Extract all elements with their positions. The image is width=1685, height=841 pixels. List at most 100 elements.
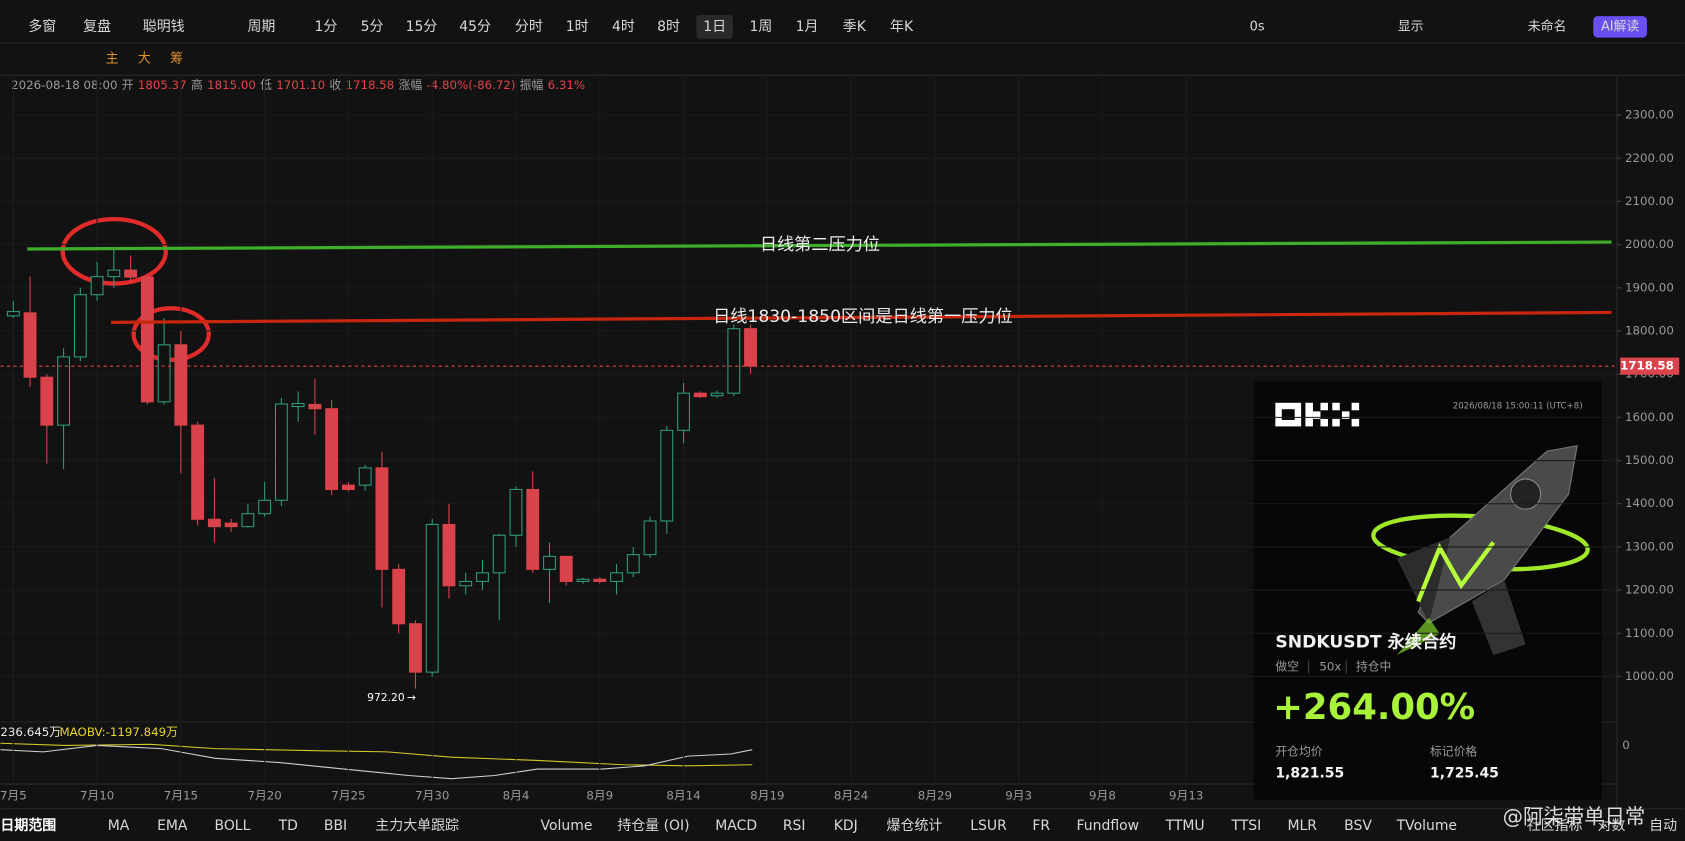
- x-tick-label: 8月4: [503, 788, 530, 802]
- candle-body: [576, 578, 590, 582]
- candle-body: [140, 276, 154, 403]
- x-tick-label: 8月9: [586, 788, 613, 802]
- tool-button[interactable]: 大: [138, 52, 151, 67]
- indicator-tab[interactable]: Volume: [541, 818, 593, 834]
- toolbar-item[interactable]: 分时: [515, 19, 543, 35]
- tool-button[interactable]: 主: [106, 52, 119, 67]
- toolbar-item[interactable]: 周期: [247, 19, 275, 35]
- y-tick-label: 1500.00: [1625, 453, 1674, 467]
- candle-body: [6, 311, 20, 317]
- indicator-tab[interactable]: MLR: [1287, 818, 1317, 834]
- x-tick-label: 8月14: [666, 788, 700, 802]
- resistance-line: [111, 310, 1612, 324]
- x-tick-label: 7月10: [80, 788, 114, 802]
- x-tick-label: 7月15: [164, 788, 198, 802]
- y-tick-label: 1800.00: [1625, 324, 1674, 338]
- toolbar-item[interactable]: 15分: [406, 19, 438, 35]
- card-pnl: +264.00%: [1273, 687, 1475, 728]
- candle-body: [710, 392, 724, 397]
- y-tick-label: 2200.00: [1625, 151, 1674, 165]
- tool-button[interactable]: 筹: [170, 51, 183, 67]
- toolbar-item[interactable]: 复盘: [83, 18, 111, 35]
- x-tick-label: 7月30: [415, 788, 449, 802]
- indicator-tab[interactable]: TD: [278, 818, 298, 834]
- indicator-tab[interactable]: KDJ: [834, 818, 858, 834]
- candle-body: [543, 555, 556, 570]
- toolbar-item[interactable]: 季K: [843, 19, 867, 35]
- toolbar-item[interactable]: 1周: [749, 19, 772, 35]
- toolbar-item[interactable]: 4时: [612, 19, 635, 35]
- candle-body: [157, 344, 171, 403]
- indicator-tab[interactable]: 持仓量 (OI): [617, 818, 689, 834]
- indicator-tab[interactable]: TTSI: [1230, 818, 1261, 834]
- toolbar-item[interactable]: 1时: [566, 19, 589, 35]
- indicator-tab[interactable]: 主力大单跟踪: [375, 818, 459, 834]
- toolbar-item[interactable]: 年K: [890, 19, 914, 35]
- toolbar-item[interactable]: 5分: [361, 19, 384, 35]
- indicator-tab[interactable]: 自动: [1649, 818, 1677, 834]
- header-amp-label: 振幅: [520, 77, 544, 91]
- header-open: 1805.37: [138, 77, 187, 91]
- x-tick-label: 7月20: [247, 788, 281, 802]
- indicator-axis-label: 0: [1622, 738, 1630, 752]
- candle-body: [677, 392, 690, 431]
- indicator-tab[interactable]: FR: [1032, 818, 1050, 834]
- resistance-line: [27, 240, 1612, 251]
- y-tick-label: 1600.00: [1625, 410, 1674, 424]
- indicator-tab[interactable]: TTMU: [1165, 818, 1205, 834]
- candle-body: [559, 555, 573, 582]
- indicator-tab[interactable]: TVolume: [1396, 818, 1457, 834]
- candle-body: [207, 518, 221, 528]
- toolbar-item[interactable]: 1日: [703, 19, 726, 35]
- candle-body: [459, 580, 473, 587]
- candle-body: [442, 523, 456, 587]
- indicator-tab[interactable]: 日期范围: [0, 817, 56, 834]
- candle-body: [375, 467, 389, 570]
- card-symbol: SNDKUSDT 永续合约: [1275, 631, 1456, 652]
- indicator-tab[interactable]: LSUR: [970, 818, 1007, 834]
- indicator-tab[interactable]: 社区指标: [1527, 818, 1583, 834]
- toolbar-item[interactable]: 显示: [1398, 19, 1424, 34]
- candle-body: [626, 554, 640, 574]
- candle-body: [409, 623, 422, 673]
- toolbar-item[interactable]: 聪明钱: [143, 19, 185, 35]
- candle-body: [593, 578, 607, 582]
- indicator-tab[interactable]: 爆仓统计: [887, 818, 943, 834]
- candle-body: [308, 403, 322, 410]
- toolbar-item[interactable]: 1分: [314, 19, 337, 35]
- header-close-label: 收: [329, 77, 341, 91]
- indicator-tab[interactable]: 对数: [1598, 818, 1626, 834]
- candle-body: [40, 376, 54, 426]
- indicator-tab[interactable]: MACD: [715, 818, 757, 834]
- icon-glyph: ›: [1601, 818, 1606, 833]
- toolbar-item[interactable]: AI解读: [1601, 19, 1639, 34]
- toolbar-item[interactable]: 多窗: [28, 18, 56, 35]
- toolbar-item[interactable]: 0s: [1250, 19, 1265, 34]
- ai-button: [1593, 16, 1647, 38]
- indicator-tab[interactable]: MA: [108, 818, 130, 834]
- indicator-tab[interactable]: RSI: [783, 818, 806, 834]
- active-period: [696, 15, 733, 39]
- candle-body: [274, 403, 288, 501]
- candle-body: [258, 499, 272, 515]
- indicator-tab[interactable]: Fundflow: [1077, 818, 1140, 834]
- indicator-tab[interactable]: EMA: [157, 818, 188, 834]
- y-tick-label: 1400.00: [1625, 496, 1674, 510]
- toolbar-item[interactable]: 1月: [796, 19, 819, 35]
- indicator-tab[interactable]: BSV: [1344, 818, 1372, 834]
- indicator-tab[interactable]: BOLL: [214, 818, 250, 834]
- toolbar-item[interactable]: 45分: [459, 19, 491, 35]
- card-mark: 1,725.45: [1430, 765, 1499, 781]
- indicator-tab[interactable]: BBI: [324, 818, 347, 834]
- y-tick-label: 1100.00: [1625, 626, 1674, 640]
- candle-body: [107, 269, 121, 278]
- okx-logo: [1275, 402, 1360, 427]
- maobv-line: [0, 742, 753, 767]
- header-low-label: 低: [260, 77, 272, 91]
- toolbar-item[interactable]: 未命名: [1528, 18, 1567, 34]
- y-tick-label: 2300.00: [1625, 108, 1674, 122]
- card-mark-label: 标记价格: [1430, 744, 1477, 758]
- toolbar-item[interactable]: 8时: [657, 19, 680, 35]
- card-side: 做空: [1275, 660, 1299, 674]
- obv-line: [0, 744, 753, 780]
